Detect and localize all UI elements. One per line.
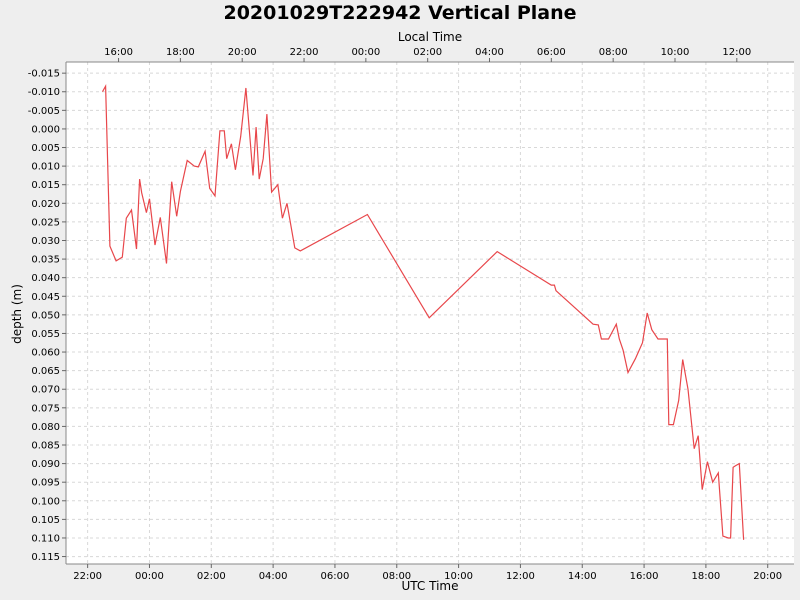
- x2-tick-label: 02:00: [413, 47, 442, 58]
- y-tick-label: 0.040: [31, 273, 60, 284]
- y-tick-label: 0.035: [31, 255, 60, 266]
- plot-area: [66, 62, 794, 564]
- x2-tick-label: 16:00: [104, 47, 133, 58]
- x-tick-label: 14:00: [568, 571, 597, 582]
- y-tick-label: 0.095: [31, 478, 60, 489]
- x2-tick-label: 04:00: [475, 47, 504, 58]
- y-tick-label: 0.080: [31, 422, 60, 433]
- x-tick-label: 02:00: [197, 571, 226, 582]
- y-tick-label: -0.010: [28, 87, 60, 98]
- y-tick-label: 0.090: [31, 459, 60, 470]
- x2-tick-label: 00:00: [351, 47, 380, 58]
- x-tick-label: 04:00: [259, 571, 288, 582]
- y-tick-label: 0.115: [31, 552, 60, 563]
- chart-title: 20201029T222942 Vertical Plane: [223, 2, 576, 24]
- x2-tick-label: 20:00: [228, 47, 257, 58]
- y-tick-label: 0.085: [31, 441, 60, 452]
- x-tick-label: 06:00: [321, 571, 350, 582]
- y-tick-label: 0.065: [31, 366, 60, 377]
- x2-tick-label: 08:00: [599, 47, 628, 58]
- y-axis-title: depth (m): [10, 284, 24, 344]
- y-tick-label: 0.020: [31, 199, 60, 210]
- series-line-depth: [101, 84, 745, 540]
- y-tick-label: 0.000: [31, 124, 60, 135]
- x-tick-label: 00:00: [135, 571, 164, 582]
- y-tick-label: 0.100: [31, 496, 60, 507]
- y-tick-label: 0.070: [31, 385, 60, 396]
- x2-axis-ticks: 16:00 18:00 20:00 22:00 00:00 02:00 04:00 06:00…: [104, 47, 751, 62]
- x-tick-label: 20:00: [753, 571, 782, 582]
- y-tick-label: -0.015: [28, 69, 60, 80]
- grid: [66, 62, 794, 564]
- x-tick-label: 22:00: [73, 571, 102, 582]
- y-tick-label: 0.025: [31, 217, 60, 228]
- y-tick-label: 0.075: [31, 403, 60, 414]
- y-tick-label: 0.105: [31, 515, 60, 526]
- y-tick-label: -0.005: [28, 106, 60, 117]
- y-tick-label: 0.005: [31, 143, 60, 154]
- x-tick-label: 08:00: [382, 571, 411, 582]
- x2-tick-label: 10:00: [661, 47, 690, 58]
- y-tick-label: 0.060: [31, 348, 60, 359]
- x-tick-label: 12:00: [506, 571, 535, 582]
- y-tick-label: 0.045: [31, 292, 60, 303]
- y-tick-label: 0.050: [31, 310, 60, 321]
- x-tick-label: 10:00: [444, 571, 473, 582]
- y-axis-ticks: -0.015 -0.010 -0.005 0.000 0.005 0.010 0.015 0.…: [28, 69, 66, 563]
- y-tick-label: 0.030: [31, 236, 60, 247]
- y-tick-label: 0.110: [31, 533, 60, 544]
- y-tick-label: 0.055: [31, 329, 60, 340]
- x2-tick-label: 22:00: [290, 47, 319, 58]
- y-tick-label: 0.010: [31, 162, 60, 173]
- x-tick-label: 16:00: [630, 571, 659, 582]
- x2-axis-title: Local Time: [398, 30, 462, 44]
- x-axis-ticks: 22:00 00:00 02:00 04:00 06:00 08:00 10:00 12:00…: [73, 564, 782, 582]
- x-tick-label: 18:00: [691, 571, 720, 582]
- x2-tick-label: 06:00: [537, 47, 566, 58]
- x-axis-title: UTC Time: [402, 579, 459, 593]
- x2-tick-label: 12:00: [722, 47, 751, 58]
- y-tick-label: 0.015: [31, 180, 60, 191]
- x2-tick-label: 18:00: [166, 47, 195, 58]
